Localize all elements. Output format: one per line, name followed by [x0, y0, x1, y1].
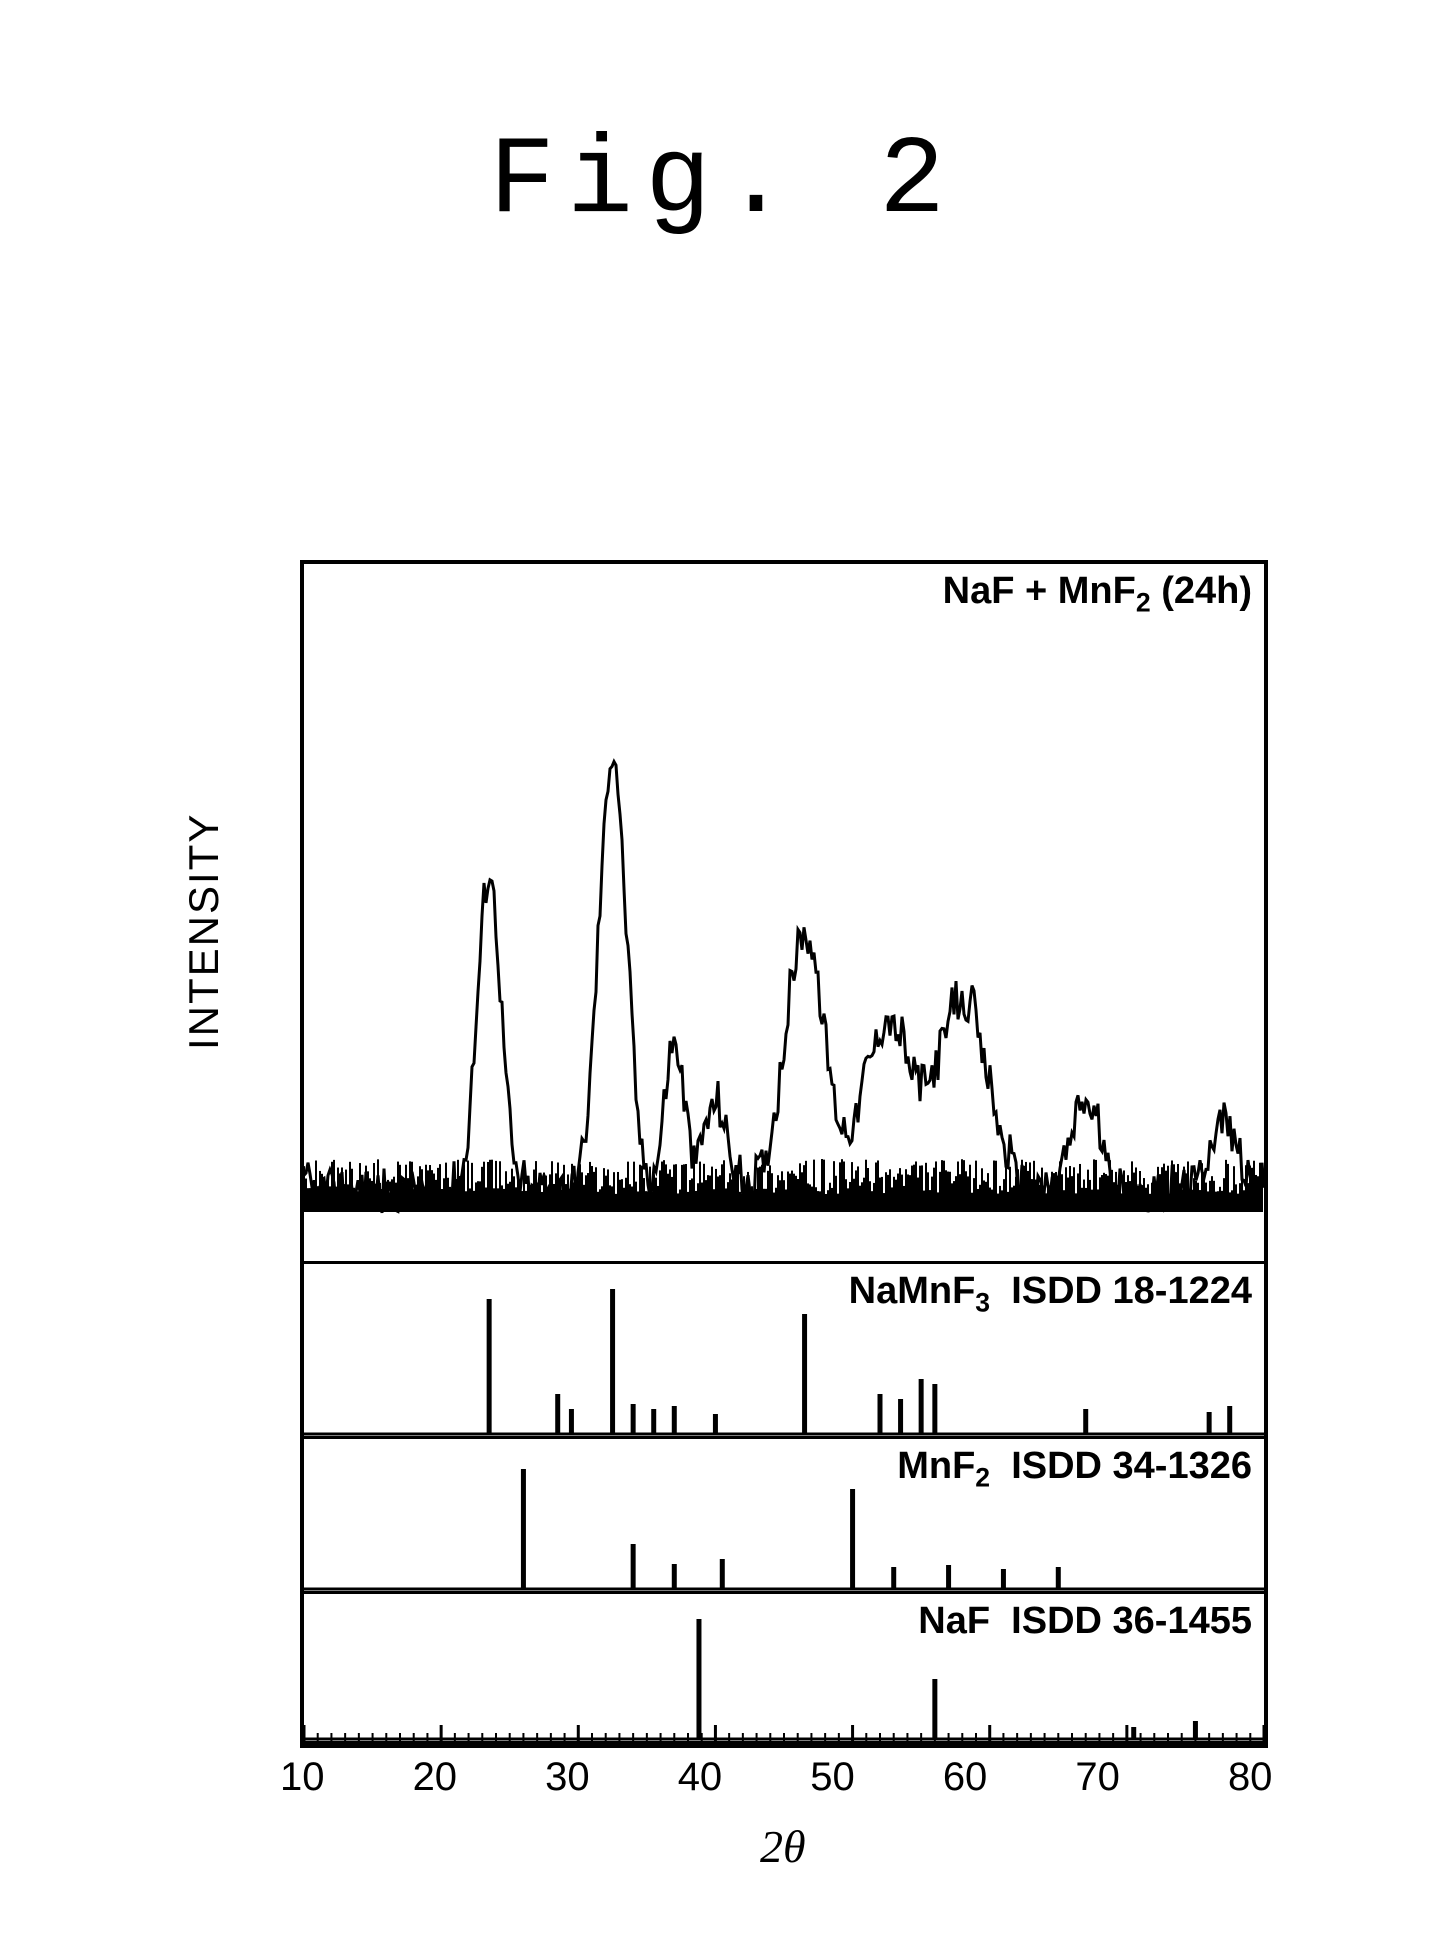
x-tick: 20 — [413, 1755, 453, 1800]
panel-naf: NaF ISDD 36-1455 — [304, 1594, 1264, 1744]
panel-mnf2: MnF2 ISDD 34-1326 — [304, 1439, 1264, 1594]
panel-label: NaF + MnF2 (24h) — [943, 570, 1252, 619]
panel-label: NaMnF3 ISDD 18-1224 — [849, 1270, 1252, 1319]
x-tick: 70 — [1075, 1755, 1115, 1800]
x-tick: 80 — [1228, 1755, 1268, 1800]
xrd-pattern — [304, 564, 1264, 1264]
x-tick: 60 — [943, 1755, 983, 1800]
x-tick: 30 — [545, 1755, 585, 1800]
plot-area: NaF + MnF2 (24h) NaMnF3 ISDD 18-1224 MnF2 … — [300, 560, 1268, 1748]
x-tick: 10 — [280, 1755, 320, 1800]
x-tick: 40 — [678, 1755, 718, 1800]
x-tick: 50 — [810, 1755, 850, 1800]
x-axis-tick-marks — [304, 1723, 1264, 1741]
panel-top: NaF + MnF2 (24h) — [304, 564, 1264, 1264]
panel-namnf3: NaMnF3 ISDD 18-1224 — [304, 1264, 1264, 1439]
x-axis-ticks: 1020304050607080 — [300, 1755, 1268, 1800]
figure-title: Fig. 2 — [0, 120, 1446, 245]
panel-label: NaF ISDD 36-1455 — [918, 1600, 1252, 1643]
y-axis-label: INTENSITY — [180, 813, 228, 1050]
x-axis-label: 2θ — [760, 1820, 806, 1873]
panel-label: MnF2 ISDD 34-1326 — [897, 1445, 1252, 1494]
